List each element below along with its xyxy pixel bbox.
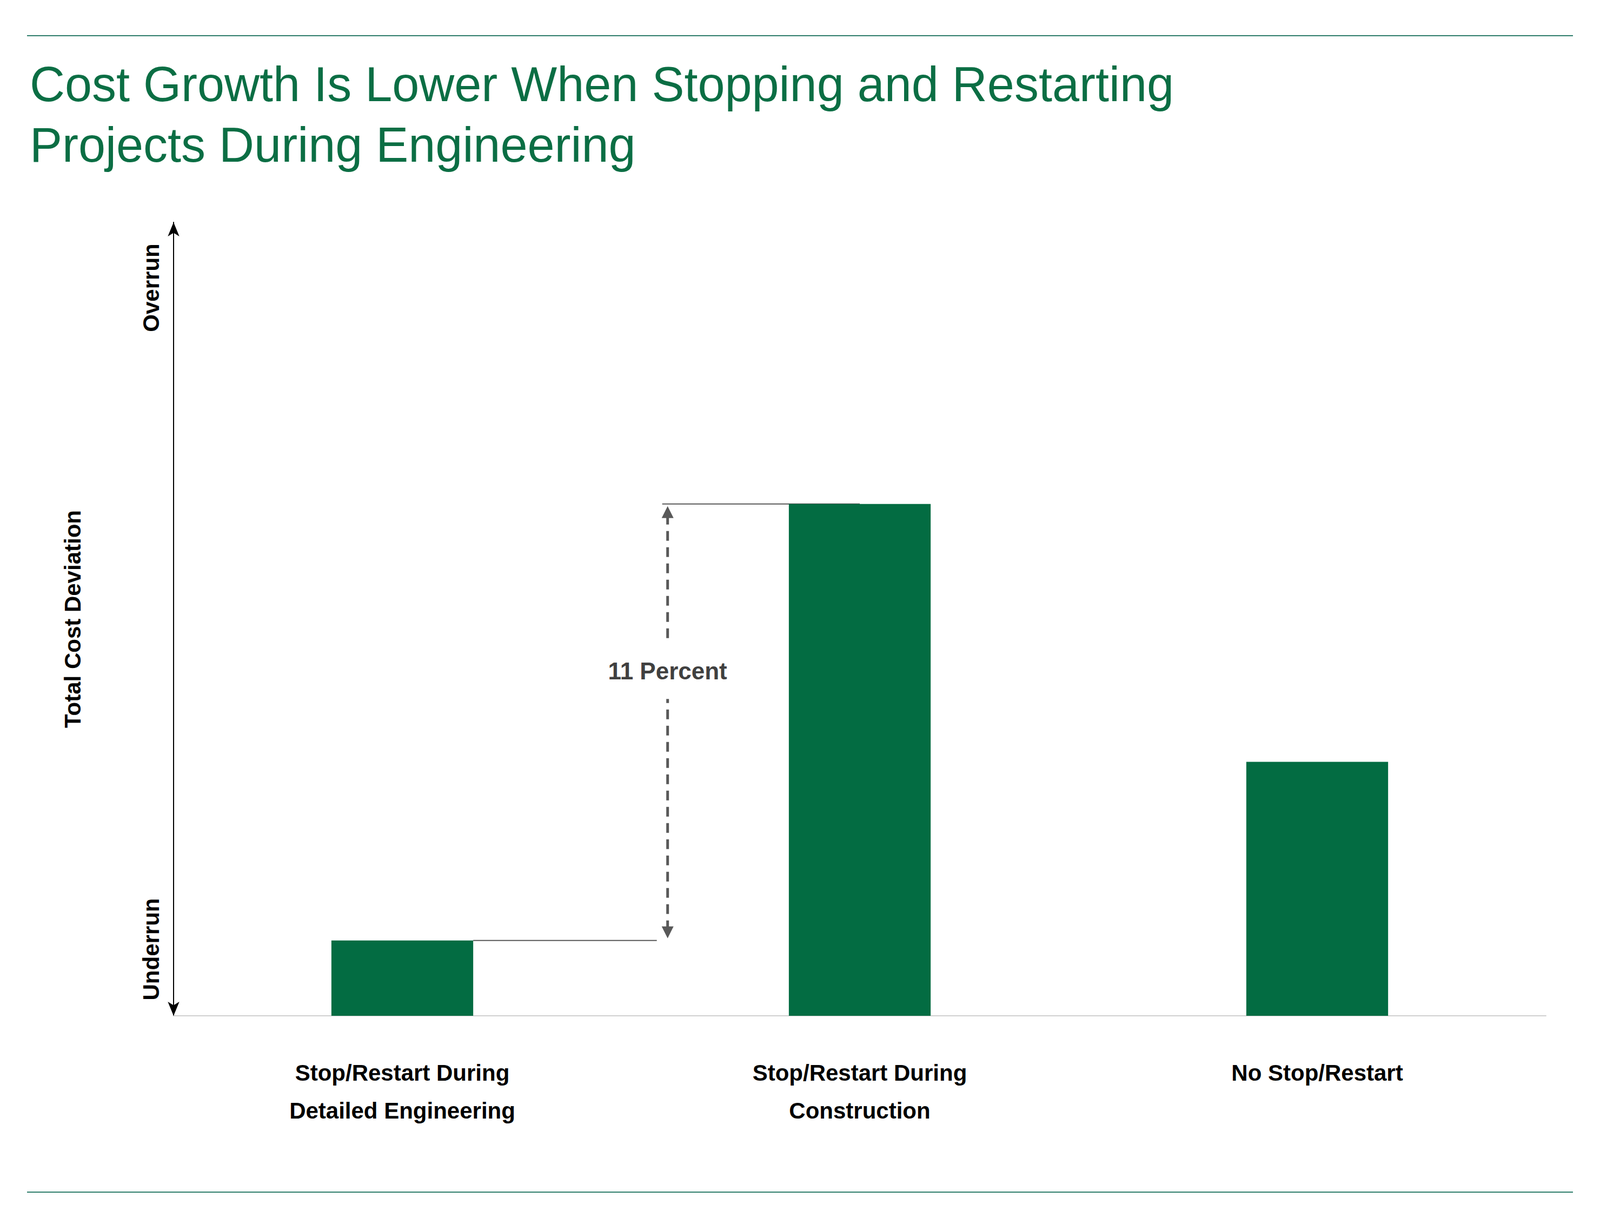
svg-text:Projects During Engineering: Projects During Engineering [29,117,636,172]
svg-text:Stop/Restart During: Stop/Restart During [752,1059,968,1086]
svg-text:No Stop/Restart: No Stop/Restart [1231,1059,1403,1086]
svg-text:Construction: Construction [788,1097,931,1124]
svg-text:Cost Growth Is Lower When Stop: Cost Growth Is Lower When Stopping and R… [29,57,1174,112]
svg-text:Stop/Restart During: Stop/Restart During [295,1059,510,1086]
svg-text:Total Cost Deviation: Total Cost Deviation [60,509,86,728]
svg-text:Detailed Engineering: Detailed Engineering [289,1097,516,1124]
svg-text:Overrun: Overrun [138,243,164,332]
svg-text:Underrun: Underrun [138,898,164,1001]
svg-text:11 Percent: 11 Percent [608,657,728,685]
